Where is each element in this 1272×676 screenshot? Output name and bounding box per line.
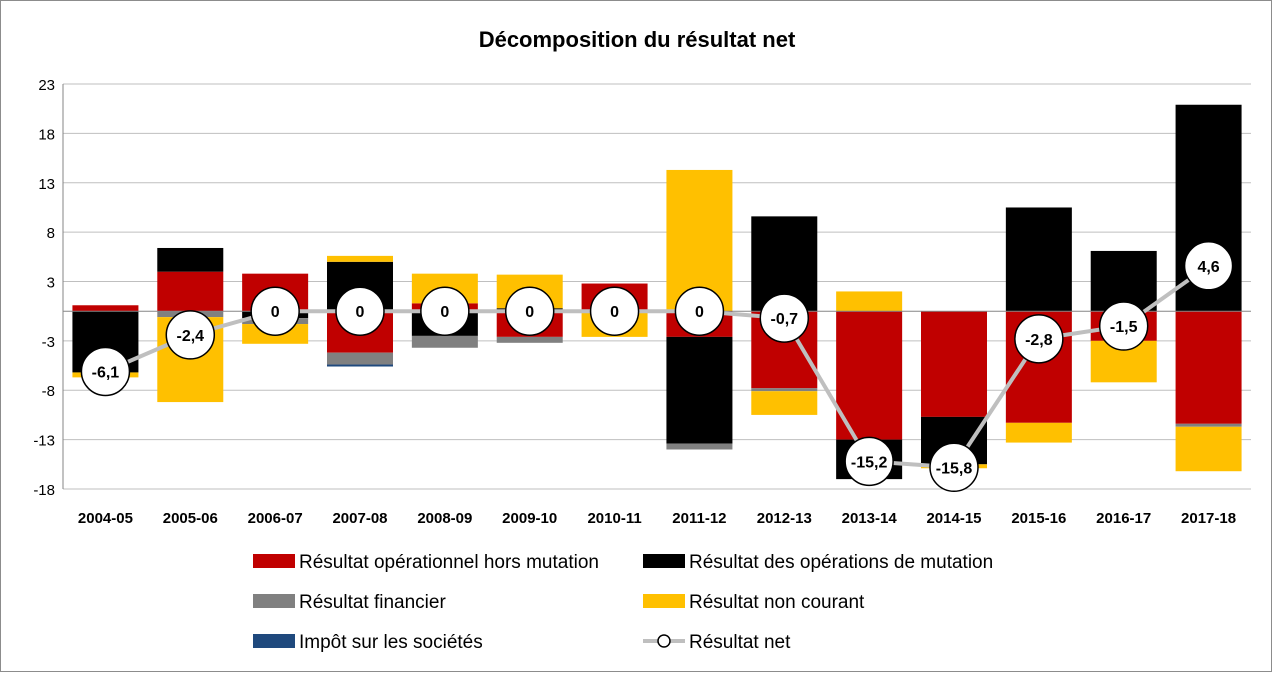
- net-result-label: -2,4: [176, 328, 204, 345]
- net-result-marker: [1183, 241, 1234, 291]
- x-axis: 2004-05 2005-06 2006-07 2007-08 2008-09 2009-…: [78, 510, 1236, 527]
- bar-segment: [836, 311, 903, 440]
- legend: Résultat opérationnel hors mutation Résul…: [253, 552, 993, 653]
- net-result-marker: [589, 286, 640, 336]
- bars: [63, 104, 1251, 480]
- net-result-label: -0,7: [770, 311, 798, 328]
- y-tick-label: 18: [38, 126, 55, 143]
- y-tick-label: 13: [38, 176, 55, 193]
- bar-segment: [1175, 426, 1242, 472]
- x-tick-label: 2007-08: [332, 510, 387, 527]
- x-tick-label: 2016-17: [1096, 510, 1151, 527]
- x-tick-label: 2006-07: [248, 510, 303, 527]
- legend-label: Résultat financier: [299, 592, 446, 613]
- bar-segment: [327, 352, 393, 365]
- bar-segment: [836, 291, 903, 312]
- net-result-label: 0: [610, 304, 619, 321]
- bar-segment: [1005, 207, 1072, 312]
- net-result-marker: [165, 310, 216, 360]
- x-tick-label: 2008-09: [417, 510, 472, 527]
- legend-label: Résultat opérationnel hors mutation: [299, 552, 599, 573]
- net-result-marker: [335, 286, 385, 336]
- bar-segment: [751, 388, 818, 392]
- x-tick-label: 2010-11: [587, 510, 641, 527]
- net-result-marker: [759, 293, 810, 343]
- x-tick-label: 2012-13: [757, 510, 812, 527]
- bar-segment: [1005, 422, 1072, 443]
- net-result-marker: [504, 286, 555, 336]
- x-tick-label: 2011-12: [672, 510, 726, 527]
- bar-segment: [666, 336, 733, 444]
- legend-label: Impôt sur les sociétés: [299, 632, 483, 653]
- y-tick-label: 8: [47, 225, 55, 242]
- bar-segment: [1175, 423, 1242, 427]
- bar-segment: [327, 255, 393, 262]
- net-result-marker: [1014, 314, 1064, 364]
- x-tick-label: 2013-14: [842, 510, 898, 527]
- net-result-marker: [250, 286, 300, 336]
- bar-segment: [751, 391, 818, 415]
- legend-swatch: [253, 634, 295, 648]
- x-tick-label: 2004-05: [78, 510, 133, 527]
- bar-segment: [327, 364, 393, 367]
- legend-swatch: [253, 554, 295, 568]
- net-result-label: 0: [695, 304, 704, 321]
- net-result-label: -15,8: [936, 460, 973, 477]
- x-tick-label: 2015-16: [1011, 510, 1066, 527]
- legend-label: Résultat non courant: [689, 592, 865, 613]
- bar-segment: [921, 311, 987, 417]
- x-tick-label: 2005-06: [163, 510, 218, 527]
- y-tick-label: -18: [33, 482, 55, 499]
- bar-segment: [666, 443, 733, 450]
- net-result-label: -2,8: [1025, 332, 1053, 349]
- gridlines: [63, 83, 1251, 490]
- net-result-line: -6,1 -2,4 0 0 0 0 0 0 -0,7 -15,2 -15,8 -2,8 -1,5 4,6: [80, 241, 1234, 493]
- net-result-label: -1,5: [1110, 319, 1138, 336]
- bar-segment: [411, 335, 478, 348]
- y-tick-label: 3: [47, 275, 55, 292]
- y-tick-label: -3: [42, 334, 55, 351]
- net-result-label: 0: [271, 304, 280, 321]
- y-axis: 23 18 13 8 3 -3 -8 -13 -18: [33, 77, 64, 499]
- legend-swatch: [253, 594, 295, 608]
- net-result-marker: [674, 286, 725, 336]
- chart-title: Décomposition du résultat net: [479, 27, 796, 52]
- bar-segment: [157, 271, 224, 312]
- net-result-label: 0: [440, 304, 449, 321]
- net-result-marker: [1098, 301, 1149, 351]
- bar-segment: [1175, 311, 1242, 424]
- bar-segment: [1090, 250, 1157, 312]
- y-tick-label: 23: [38, 77, 55, 94]
- x-tick-label: 2017-18: [1181, 510, 1236, 527]
- net-result-label: 0: [525, 304, 534, 321]
- net-result-marker: [929, 442, 979, 493]
- legend-label: Résultat net: [689, 632, 791, 653]
- bar-segment: [157, 247, 224, 272]
- net-result-label: -6,1: [92, 364, 120, 381]
- bar-segment: [72, 305, 139, 312]
- net-result-label: 4,6: [1197, 259, 1219, 276]
- net-result-marker: [420, 286, 470, 336]
- bar-segment: [496, 336, 563, 343]
- legend-marker: [657, 634, 671, 648]
- legend-swatch: [643, 554, 685, 568]
- y-tick-label: -8: [42, 383, 55, 400]
- net-result-marker: [80, 346, 131, 397]
- x-tick-label: 2009-10: [502, 510, 557, 527]
- y-tick-label: -13: [33, 433, 55, 450]
- legend-label: Résultat des opérations de mutation: [689, 552, 993, 573]
- net-result-label: -15,2: [851, 454, 888, 471]
- x-tick-label: 2014-15: [926, 510, 981, 527]
- net-result-marker: [844, 436, 894, 487]
- legend-swatch: [643, 594, 685, 608]
- net-result-label: 0: [356, 304, 365, 321]
